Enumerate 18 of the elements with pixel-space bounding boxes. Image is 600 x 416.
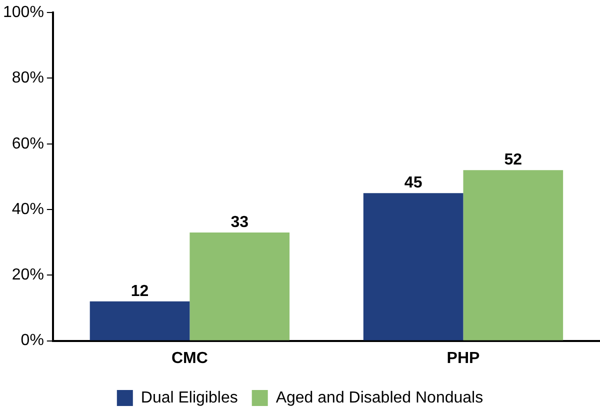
y-tick-label: 0% <box>20 332 44 350</box>
y-tick-label: 20% <box>12 266 44 284</box>
y-tick-label: 60% <box>12 135 44 152</box>
legend-label: Dual Eligibles <box>140 389 238 406</box>
legend-label: Aged and Disabled Nonduals <box>276 389 484 406</box>
y-tick-label: 40% <box>12 200 44 218</box>
data-label: 52 <box>504 152 522 169</box>
data-label: 45 <box>404 174 422 192</box>
x-tick-label: CMC <box>171 350 208 367</box>
y-tick-label: 100% <box>3 4 44 22</box>
bar <box>190 232 290 340</box>
data-label: 12 <box>130 282 149 300</box>
bar <box>363 193 464 340</box>
bar <box>463 170 564 340</box>
y-tick-label: 80% <box>12 70 44 87</box>
data-label: 33 <box>230 214 249 231</box>
x-tick-label: PHP <box>446 350 480 367</box>
bar <box>90 301 190 340</box>
